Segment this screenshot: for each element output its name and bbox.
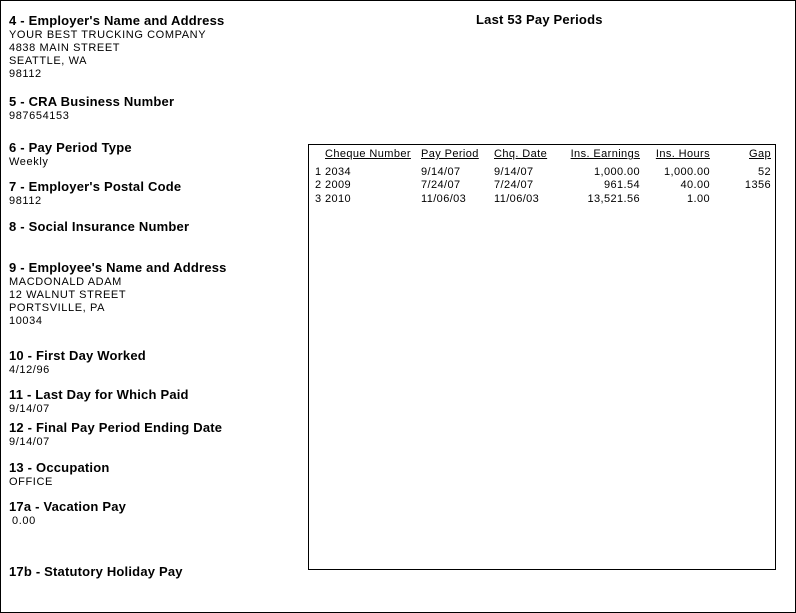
row-number-cell: 2 <box>315 179 322 191</box>
field-label: 8 - Social Insurance Number <box>9 219 190 234</box>
field-12-final-pay-period-ending-date: 12 - Final Pay Period Ending Date 9/14/0… <box>9 420 222 449</box>
ins-earnings-cell: 961.54 <box>603 179 640 191</box>
employee-street-line: 12 WALNUT STREET <box>9 289 127 301</box>
field-6-pay-period-type: 6 - Pay Period Type Weekly <box>9 140 132 169</box>
employer-street-line: 4838 MAIN STREET <box>9 42 121 54</box>
column-header-ins-hours: Ins. Hours <box>655 148 710 160</box>
ins-earnings-cell: 13,521.56 <box>587 193 640 205</box>
chq-date-cell: 9/14/07 <box>494 166 534 178</box>
report-title: Last 53 Pay Periods <box>476 12 603 27</box>
employer-zip-line: 98112 <box>9 68 42 80</box>
field-label: 17b - Statutory Holiday Pay <box>9 564 183 579</box>
employee-zip-line: 10034 <box>9 315 43 327</box>
table-row: 3 2010 11/06/03 11/06/03 13,521.56 1.00 <box>309 193 771 205</box>
column-header-gap: Gap <box>749 148 771 160</box>
gap-cell <box>710 193 771 205</box>
field-label: 4 - Employer's Name and Address <box>9 13 225 28</box>
field-label: 11 - Last Day for Which Paid <box>9 387 189 402</box>
field-17a-vacation-pay: 17a - Vacation Pay 0.00 <box>9 499 126 528</box>
column-header-ins-earnings: Ins. Earnings <box>570 148 640 160</box>
employee-name-line: MACDONALD ADAM <box>9 276 122 288</box>
field-label: 10 - First Day Worked <box>9 348 146 363</box>
field-value: 0.00 <box>12 515 36 527</box>
employee-city-line: PORTSVILLE, PA <box>9 302 106 314</box>
field-label: 6 - Pay Period Type <box>9 140 132 155</box>
ins-hours-cell: 1.00 <box>686 193 710 205</box>
cheque-number-cell: 2034 <box>325 166 352 178</box>
chq-date-cell: 11/06/03 <box>494 193 540 205</box>
table-header-row: Cheque Number Pay Period Chq. Date Ins. … <box>309 148 771 160</box>
field-value: 987654153 <box>9 110 70 122</box>
employer-name-line: YOUR BEST TRUCKING COMPANY <box>9 29 207 41</box>
field-17b-statutory-holiday-pay: 17b - Statutory Holiday Pay <box>9 564 183 580</box>
field-11-last-day-paid: 11 - Last Day for Which Paid 9/14/07 <box>9 387 189 416</box>
field-13-occupation: 13 - Occupation OFFICE <box>9 460 110 489</box>
table-row: 2 2009 7/24/07 7/24/07 961.54 40.00 1356 <box>309 179 771 191</box>
field-4-employer-name-address: 4 - Employer's Name and Address YOUR BES… <box>9 13 224 81</box>
gap-cell: 52 <box>757 166 771 178</box>
pay-period-cell: 9/14/07 <box>421 166 461 178</box>
field-value: Weekly <box>9 156 49 168</box>
field-10-first-day-worked: 10 - First Day Worked 4/12/96 <box>9 348 146 377</box>
cheque-number-cell: 2010 <box>325 193 352 205</box>
column-header-pay-period: Pay Period <box>421 148 479 160</box>
field-8-social-insurance-number: 8 - Social Insurance Number <box>9 219 189 235</box>
table-row: 1 2034 9/14/07 9/14/07 1,000.00 1,000.00… <box>309 166 771 178</box>
field-value: OFFICE <box>9 476 53 488</box>
pay-periods-table: Cheque Number Pay Period Chq. Date Ins. … <box>308 144 776 570</box>
field-label: 17a - Vacation Pay <box>9 499 127 514</box>
field-value: 98112 <box>9 195 42 207</box>
field-7-employer-postal-code: 7 - Employer's Postal Code 98112 <box>9 179 181 208</box>
row-number-cell: 3 <box>315 193 322 205</box>
field-value: 9/14/07 <box>9 436 50 448</box>
field-label: 5 - CRA Business Number <box>9 94 175 109</box>
pay-period-cell: 7/24/07 <box>421 179 461 191</box>
field-5-cra-business-number: 5 - CRA Business Number 987654153 <box>9 94 174 123</box>
column-header-row-number <box>309 148 325 160</box>
ins-hours-cell: 40.00 <box>680 179 710 191</box>
ins-hours-cell: 1,000.00 <box>663 166 710 178</box>
field-9-employee-name-address: 9 - Employee's Name and Address MACDONAL… <box>9 260 227 328</box>
field-label: 7 - Employer's Postal Code <box>9 179 182 194</box>
field-value: 9/14/07 <box>9 403 50 415</box>
chq-date-cell: 7/24/07 <box>494 179 534 191</box>
field-label: 12 - Final Pay Period Ending Date <box>9 420 223 435</box>
pay-period-cell: 11/06/03 <box>421 193 467 205</box>
gap-cell: 1356 <box>744 179 771 191</box>
ins-earnings-cell: 1,000.00 <box>593 166 640 178</box>
column-header-cheque-number: Cheque Number <box>325 148 411 160</box>
field-label: 13 - Occupation <box>9 460 110 475</box>
column-header-chq-date: Chq. Date <box>494 148 548 160</box>
row-number-cell: 1 <box>315 166 322 178</box>
field-value: 4/12/96 <box>9 364 50 376</box>
field-label: 9 - Employee's Name and Address <box>9 260 227 275</box>
cheque-number-cell: 2009 <box>325 179 352 191</box>
employer-city-line: SEATTLE, WA <box>9 55 88 67</box>
